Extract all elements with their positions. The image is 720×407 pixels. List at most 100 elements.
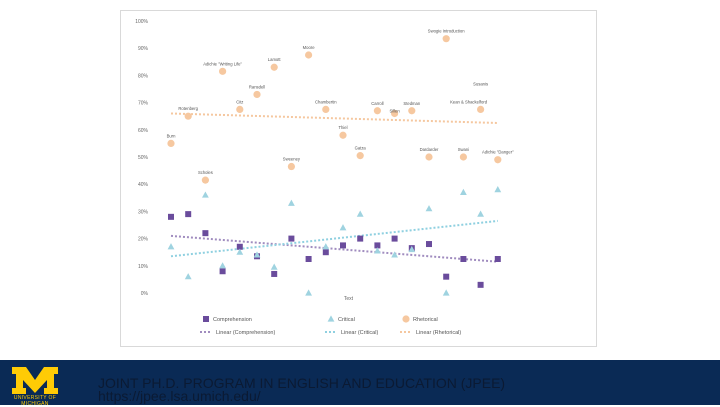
point-annotation: Lamott xyxy=(268,57,282,62)
rhetorical-point xyxy=(253,90,261,99)
y-tick-label: 50% xyxy=(138,155,149,161)
comprehension-point xyxy=(374,242,381,249)
y-tick-label: 70% xyxy=(138,101,149,107)
point-annotation: Adichie "Danger" xyxy=(482,150,514,155)
footer-divider xyxy=(0,357,720,360)
point-annotation: Sweeney xyxy=(283,157,301,162)
legend-swatch xyxy=(402,315,410,323)
comprehension-point xyxy=(391,235,398,242)
legend-label: Linear (Rhetorical) xyxy=(416,330,461,336)
comprehension-point xyxy=(460,256,467,262)
rhetorical-point xyxy=(201,176,209,184)
critical-point xyxy=(442,289,450,296)
rhetorical-point xyxy=(442,35,450,43)
point-annotation: Dardarder xyxy=(420,147,439,152)
rhetorical-point xyxy=(270,63,278,71)
y-tick-label: 80% xyxy=(138,73,149,79)
rhetorical-point xyxy=(184,112,192,120)
comprehension-point xyxy=(477,281,484,288)
comprehension-point xyxy=(322,249,329,256)
critical-point xyxy=(253,251,261,258)
point-annotation: Adichie "Writing Life" xyxy=(203,61,242,66)
program-url-link[interactable]: https://jpee.lsa.umich.edu/ xyxy=(98,388,261,404)
legend-label: Critical xyxy=(338,317,355,323)
critical-point xyxy=(184,273,192,280)
point-annotation: Swani xyxy=(458,147,469,152)
x-axis-label: Text xyxy=(344,296,354,302)
chart-frame: 0% 10% 20% 30% 40% 50% 60% 70% 80% 90% 100% Text Bur… xyxy=(120,10,597,347)
y-tick-label: 100% xyxy=(135,19,148,25)
critical-point xyxy=(236,248,244,255)
point-annotation: Stedman xyxy=(403,101,420,106)
comprehension-point xyxy=(426,241,432,248)
y-tick-label: 20% xyxy=(138,237,149,243)
critical-point xyxy=(374,247,381,254)
point-annotation: Chambertin xyxy=(315,99,337,104)
rhetorical-point xyxy=(391,109,399,118)
critical-point xyxy=(202,191,209,198)
critical-point xyxy=(494,186,502,193)
point-annotation: Gatza xyxy=(355,146,367,151)
trendline xyxy=(170,234,498,263)
y-tick-label: 30% xyxy=(138,209,149,215)
point-annotation: Swogie Introduction xyxy=(428,29,465,34)
rhetorical-point xyxy=(425,153,433,161)
point-annotation: Scholes xyxy=(198,170,213,175)
comprehension-point xyxy=(288,235,295,242)
comprehension-point xyxy=(202,230,209,237)
critical-point xyxy=(339,224,347,231)
trendline xyxy=(170,112,498,124)
comprehension-point xyxy=(236,243,243,250)
point-annotation: Citz xyxy=(236,99,243,104)
legend-swatch xyxy=(203,316,209,322)
university-wordmark: UNIVERSITY OF MICHIGAN xyxy=(13,395,57,407)
trendline xyxy=(170,219,498,258)
footer-bar xyxy=(0,360,720,405)
critical-point xyxy=(219,262,226,269)
y-tick-label: 90% xyxy=(138,46,149,52)
point-annotation: Sillen xyxy=(389,108,400,113)
critical-point xyxy=(477,210,484,217)
comprehension-point xyxy=(443,273,450,280)
scatter-chart: 0% 10% 20% 30% 40% 50% 60% 70% 80% 90% 100% Text Bur… xyxy=(135,19,514,336)
comprehension-point xyxy=(305,256,312,262)
rhetorical-point xyxy=(494,156,502,164)
comprehension-point xyxy=(271,270,278,277)
critical-point xyxy=(408,245,416,253)
critical-point xyxy=(356,210,364,217)
critical-point xyxy=(391,251,398,258)
rhetorical-point xyxy=(459,153,467,161)
legend-label: Comprehension xyxy=(213,317,252,323)
rhetorical-point xyxy=(167,139,175,147)
university-block-m-logo xyxy=(12,367,58,394)
legend-label: Rhetorical xyxy=(413,317,438,323)
block-m-icon xyxy=(12,367,58,394)
critical-point xyxy=(322,243,330,250)
legend-label: Linear (Comprehension) xyxy=(216,330,275,336)
point-annotation: Rotenberg xyxy=(178,106,198,111)
rhetorical-point xyxy=(287,162,295,171)
rhetorical-point xyxy=(219,67,227,75)
rhetorical-point xyxy=(339,131,347,139)
y-tick-label: 40% xyxy=(138,182,149,188)
program-title: JOINT PH.D. PROGRAM IN ENGLISH AND EDUCA… xyxy=(98,375,506,391)
rhetorical-point xyxy=(322,105,330,113)
rhetorical-point xyxy=(305,51,313,59)
y-tick-label: 10% xyxy=(138,264,149,270)
critical-point xyxy=(288,199,295,206)
rhetorical-point xyxy=(356,152,364,160)
legend-swatch xyxy=(327,315,335,322)
rhetorical-point xyxy=(236,105,244,113)
rhetorical-point xyxy=(477,105,485,113)
comprehension-point xyxy=(168,213,174,220)
rhetorical-point xyxy=(408,107,416,115)
comprehension-point xyxy=(185,211,192,218)
comprehension-point xyxy=(219,268,226,275)
point-annotation: Carroll xyxy=(371,101,383,106)
legend-label: Linear (Critical) xyxy=(341,330,378,336)
y-tick-label: 0% xyxy=(141,291,149,297)
y-tick-label: 60% xyxy=(138,128,149,134)
point-annotation: Kean & Shackelford xyxy=(450,99,488,104)
critical-point xyxy=(305,289,312,296)
point-annotation: Ransdell xyxy=(249,84,265,89)
